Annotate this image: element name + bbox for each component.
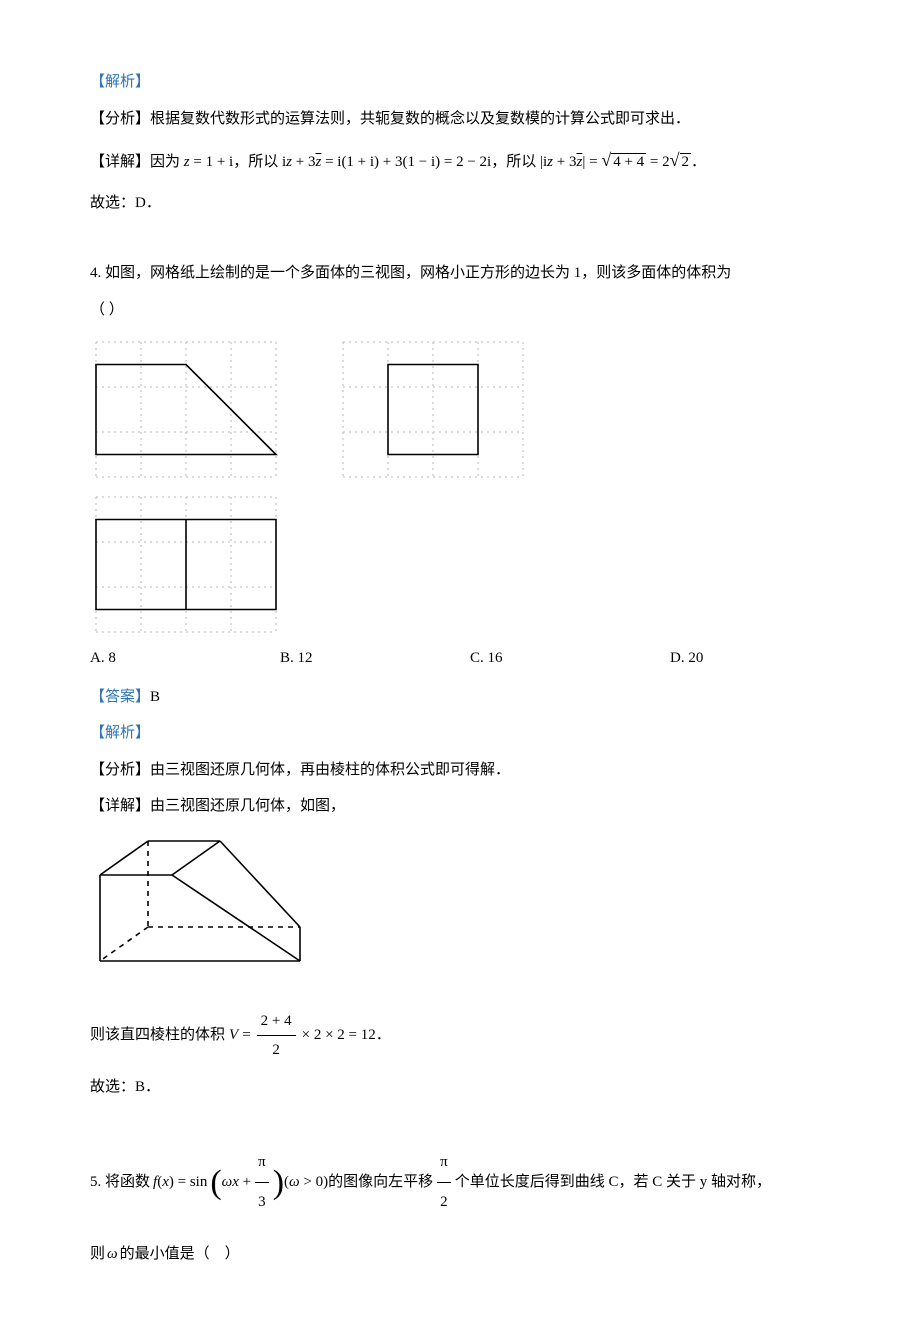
main-view — [90, 336, 282, 483]
side-view-svg — [337, 336, 529, 483]
fenxi-label: 【分析】 — [90, 111, 150, 127]
eq-zdef: z = 1 + i — [184, 154, 233, 170]
q4-jiexi-label: 【解析】 — [90, 719, 840, 748]
formula-tail: × 2 × 2 = 12 — [302, 1021, 376, 1050]
q5-pre: 将函数 — [105, 1163, 150, 1202]
three-views-row1 — [90, 336, 840, 483]
frac-num: 2 + 4 — [257, 1007, 296, 1036]
frac2-num: π — [437, 1143, 451, 1182]
option-d: D. 20 — [670, 644, 790, 673]
top-view-svg — [90, 491, 282, 638]
formula-frac: 2 + 4 2 — [257, 1007, 296, 1065]
q4-guxuan: 故选：B． — [90, 1073, 840, 1102]
eq-main: iz + 3z = i(1 + i) + 3(1 − i) = 2 − 2i — [282, 154, 491, 170]
option-a: A. 8 — [90, 644, 280, 673]
q3-xj-pre: 因为 — [150, 154, 180, 170]
isometric-solid — [90, 833, 840, 993]
q4-daan: 【答案】B — [90, 683, 840, 712]
q5-frac2: π 2 — [437, 1143, 451, 1222]
comma2: ，所以 — [491, 154, 536, 170]
q5-inside1: ωx + — [222, 1163, 251, 1202]
q4-stem-text: 如图，网格纸上绘制的是一个多面体的三视图，网格小正方形的边长为 1，则该多面体的… — [105, 265, 731, 281]
eq-mod: |iz + 3z| = √4 + 4 = 2√2 — [540, 154, 691, 170]
formula-V: V — [229, 1021, 238, 1050]
q3-guxuan: 故选：D． — [90, 189, 840, 218]
q5-line2-text: 则ω的最小值是（ ） — [90, 1246, 240, 1262]
top-view — [90, 491, 840, 638]
q5-frac1: π 3 — [255, 1143, 269, 1222]
q5-stem: 5. 将函数 f(x) = sin ( ωx + π 3 ) (ω > 0) 的… — [90, 1143, 840, 1222]
q3-fenxi: 【分析】根据复数代数形式的运算法则，共轭复数的概念以及复数模的计算公式即可求出． — [90, 105, 840, 134]
xiangjie-label: 【详解】 — [90, 798, 150, 814]
q5-post: 个单位长度后得到曲线 C，若 C 关于 y 轴对称， — [455, 1163, 771, 1202]
fenxi-text: 由三视图还原几何体，再由棱柱的体积公式即可得解． — [150, 762, 510, 778]
frac2-den: 2 — [440, 1183, 448, 1222]
main-view-svg — [90, 336, 282, 483]
isometric-svg — [90, 833, 310, 993]
period: ． — [691, 154, 706, 170]
q5-line2: 则ω的最小值是（ ） — [90, 1240, 840, 1269]
q4-number: 4. — [90, 265, 101, 281]
q5-fx: f(x) = sin — [153, 1163, 207, 1202]
q5-mid: 的图像向左平移 — [328, 1163, 433, 1202]
q3-jiexi-label: 【解析】 — [90, 68, 840, 97]
q5-cond: (ω > 0) — [284, 1163, 328, 1202]
equals: = — [242, 1021, 250, 1050]
q4-xiangjie: 【详解】由三视图还原几何体，如图， — [90, 792, 840, 821]
page: 【解析】 【分析】根据复数代数形式的运算法则，共轭复数的概念以及复数模的计算公式… — [0, 0, 920, 1337]
frac1-num: π — [255, 1143, 269, 1182]
xiangjie-label: 【详解】 — [90, 154, 150, 170]
q4-stem: 4. 如图，网格纸上绘制的是一个多面体的三视图，网格小正方形的边长为 1，则该多… — [90, 259, 840, 288]
fenxi-text: 根据复数代数形式的运算法则，共轭复数的概念以及复数模的计算公式即可求出． — [150, 111, 690, 127]
q5-number: 5. — [90, 1163, 101, 1202]
q4-formula: 则该直四棱柱的体积 V = 2 + 4 2 × 2 × 2 = 12 ． — [90, 1007, 840, 1065]
q4-options: A. 8 B. 12 C. 16 D. 20 — [90, 644, 840, 673]
frac1-den: 3 — [258, 1183, 266, 1222]
frac-den: 2 — [272, 1036, 280, 1065]
option-b: B. 12 — [280, 644, 470, 673]
formula-pre: 则该直四棱柱的体积 — [90, 1021, 225, 1050]
formula-post: ． — [376, 1021, 391, 1050]
daan-value: B — [150, 689, 160, 705]
side-view — [337, 336, 529, 483]
q4-fenxi: 【分析】由三视图还原几何体，再由棱柱的体积公式即可得解． — [90, 756, 840, 785]
q4-stem-paren: （ ） — [90, 296, 840, 325]
xiangjie-text: 由三视图还原几何体，如图， — [150, 798, 345, 814]
q3-xiangjie: 【详解】因为 z = 1 + i，所以 iz + 3z = i(1 + i) +… — [90, 141, 840, 181]
fenxi-label: 【分析】 — [90, 762, 150, 778]
option-c: C. 16 — [470, 644, 670, 673]
comma1: ，所以 — [233, 154, 278, 170]
daan-label: 【答案】 — [90, 689, 150, 705]
